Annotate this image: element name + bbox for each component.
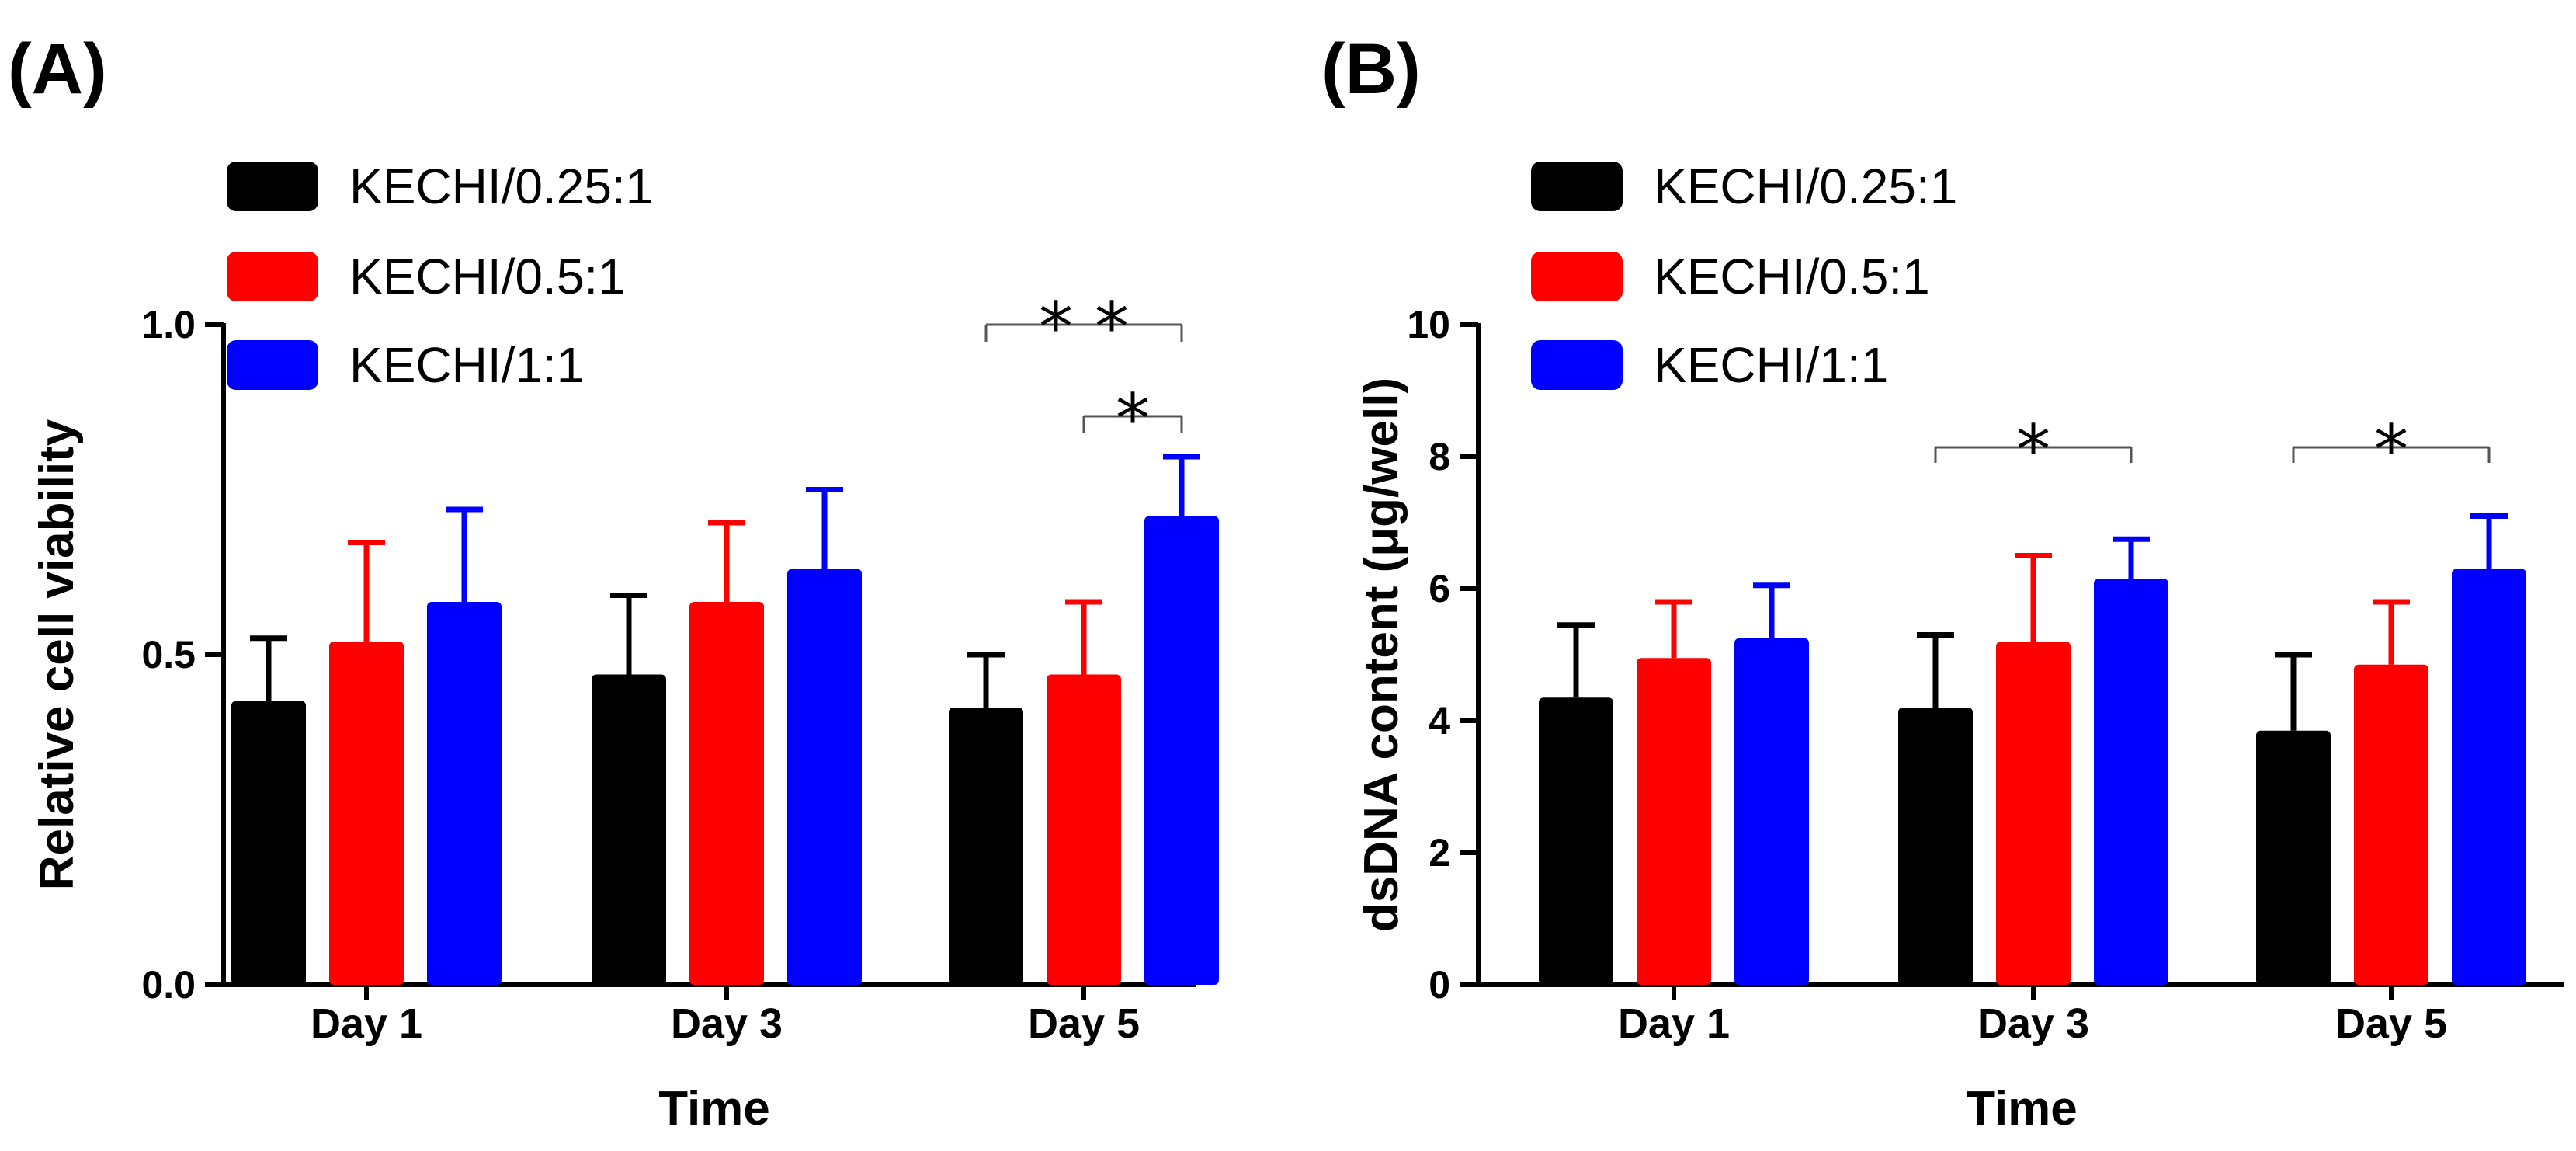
bar (1996, 642, 2071, 985)
y-tick-label: 8 (1429, 435, 1450, 478)
x-axis-title: Time (658, 1082, 770, 1135)
bar (1734, 638, 1809, 985)
y-tick-label: 6 (1429, 567, 1450, 610)
panel-a: (A) 0.0 0.5 1.0 Day 1 Day 3 Day 5 * * * KECHI/0.2… (8, 30, 1219, 1135)
bar (1539, 697, 1613, 985)
y-tick-label: 1.0 (141, 303, 196, 346)
y-axis-title: dsDNA content (μg/well) (1355, 377, 1408, 932)
y-tick-label: 0.5 (141, 633, 196, 676)
bar (427, 602, 502, 985)
significance-label: * (2374, 410, 2408, 490)
y-tick-label: 10 (1407, 303, 1450, 346)
bar (592, 674, 666, 985)
legend-label: KECHI/0.25:1 (1654, 158, 1957, 214)
panel-label: (A) (8, 30, 107, 109)
x-tick-label: Day 3 (671, 1000, 783, 1047)
y-tick-label: 4 (1429, 699, 1450, 742)
bar (1637, 658, 1711, 985)
bar (2256, 730, 2331, 985)
x-axis-title: Time (1966, 1082, 2078, 1135)
bar (2354, 664, 2428, 985)
panel-label: (B) (1321, 30, 1421, 109)
bar (949, 708, 1023, 985)
legend-label: KECHI/0.5:1 (349, 249, 626, 304)
legend-swatch (227, 162, 318, 211)
legend-label: KECHI/1:1 (1654, 337, 1888, 393)
y-tick-label: 2 (1429, 831, 1450, 875)
legend-swatch (227, 252, 318, 301)
y-tick-label: 0.0 (141, 963, 196, 1007)
bar (2452, 569, 2526, 985)
bar (329, 642, 404, 985)
bar (1898, 708, 1973, 985)
bar (689, 602, 764, 985)
x-tick-label: Day 1 (1618, 1000, 1730, 1047)
bar (787, 569, 862, 985)
x-tick-label: Day 1 (311, 1000, 422, 1047)
legend-swatch (1531, 252, 1623, 301)
legend-label: KECHI/0.25:1 (349, 158, 653, 214)
legend-swatch (1531, 162, 1623, 211)
x-tick-label: Day 5 (2335, 1000, 2447, 1047)
bar (2094, 579, 2168, 985)
bar (231, 701, 306, 985)
legend-swatch (1531, 340, 1623, 390)
legend-label: KECHI/1:1 (349, 337, 584, 393)
legend-label: KECHI/0.5:1 (1654, 249, 1930, 304)
significance-label: * (2016, 410, 2050, 490)
significance-label: * * (1039, 287, 1129, 367)
y-axis-title: Relative cell viability (30, 419, 84, 890)
bar (1144, 516, 1219, 985)
x-tick-label: Day 5 (1028, 1000, 1140, 1047)
y-tick-label: 0 (1429, 963, 1450, 1007)
panel-b: (B) 0 2 4 6 8 10 Day 1 Day 3 Day 5 * * KECHI/0.25:1 K… (1321, 30, 2564, 1135)
x-tick-label: Day 3 (1977, 1000, 2089, 1047)
bar (1047, 674, 1121, 985)
legend-swatch (227, 340, 318, 390)
significance-label: * (1116, 379, 1150, 459)
